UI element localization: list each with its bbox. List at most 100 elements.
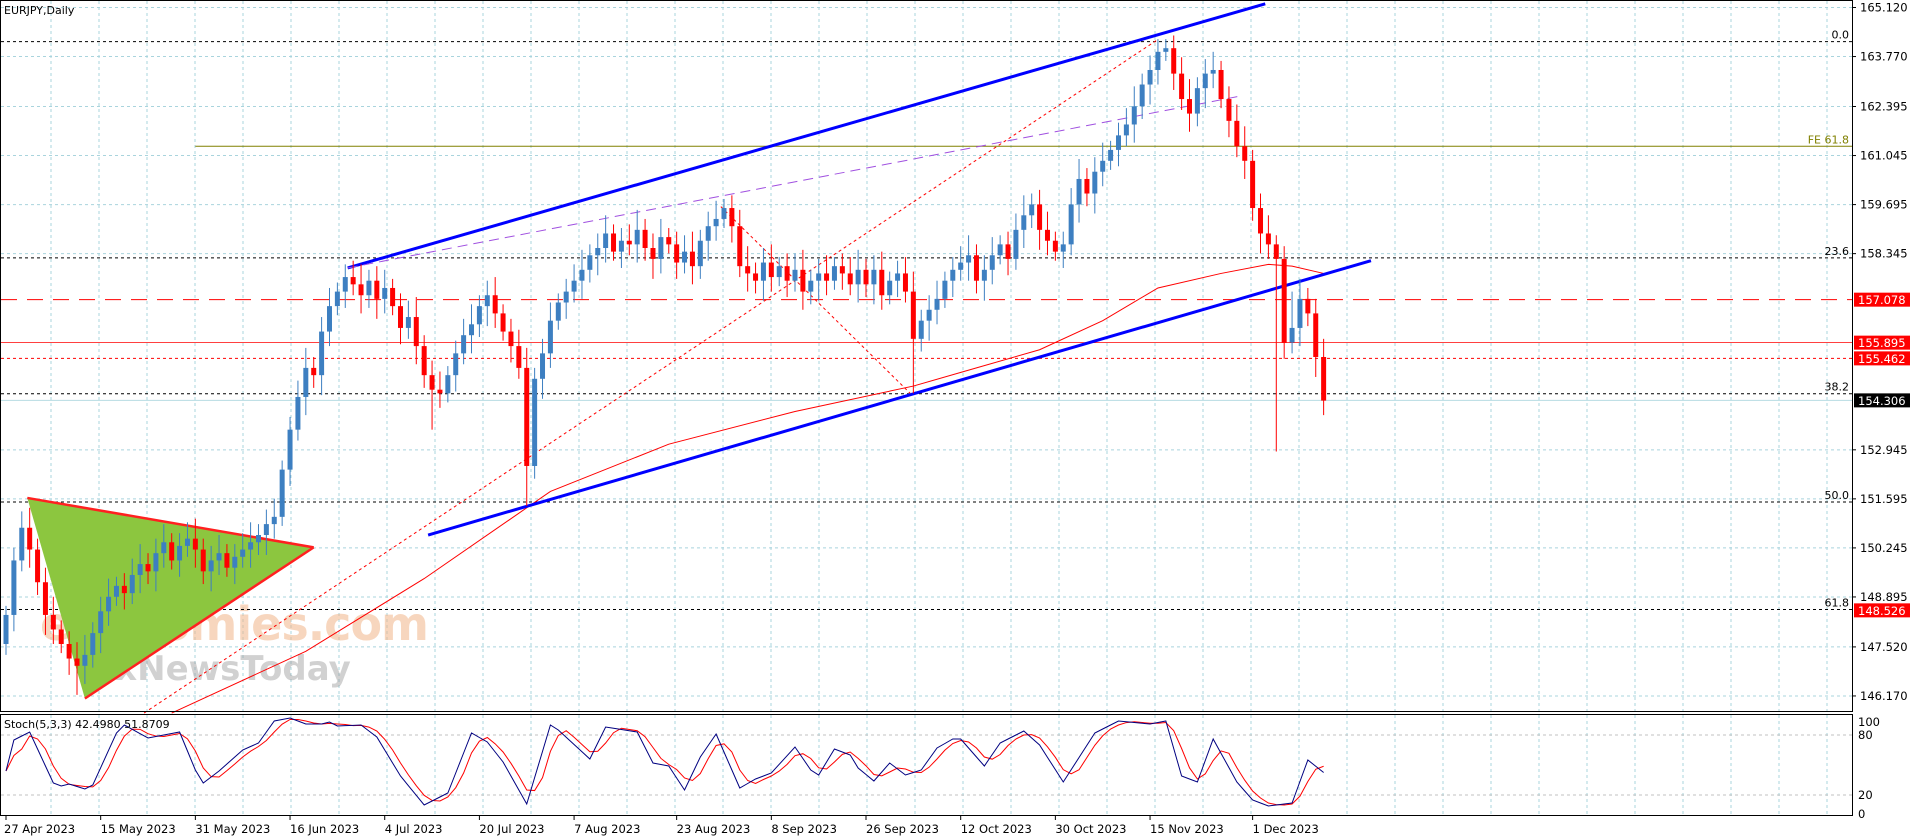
candle — [1115, 122, 1121, 167]
candle-body — [1289, 327, 1295, 343]
candle — [950, 257, 956, 298]
candle — [311, 356, 317, 388]
price-tag-label: 154.306 — [1858, 394, 1906, 408]
candle-body — [682, 251, 688, 263]
candle — [121, 573, 127, 610]
candle — [808, 269, 814, 305]
candle — [453, 340, 459, 392]
candle-body — [342, 277, 348, 292]
candle-body — [1179, 73, 1185, 100]
candle-body — [1037, 204, 1043, 230]
candle — [398, 293, 403, 345]
candle-body — [169, 542, 175, 561]
candle — [153, 538, 159, 592]
candle — [98, 596, 104, 654]
candle-body — [579, 269, 585, 281]
candle-body — [563, 291, 569, 303]
candle-body — [405, 317, 411, 328]
candle — [161, 524, 167, 568]
candle — [1297, 278, 1303, 347]
candle — [1076, 158, 1082, 223]
price-tag-label: 148.526 — [1858, 604, 1906, 618]
candle — [768, 244, 774, 292]
price-tag-label: 155.895 — [1858, 336, 1906, 350]
candle-body — [19, 527, 25, 561]
candle-body — [816, 273, 822, 281]
candle — [1273, 235, 1279, 452]
candle — [1194, 77, 1200, 127]
candle — [547, 302, 553, 368]
candle — [737, 209, 743, 278]
candle — [19, 511, 25, 572]
candle — [879, 251, 885, 310]
candle-body — [66, 644, 72, 659]
candle-body — [824, 273, 830, 281]
date-label: 16 Jun 2023 — [290, 822, 359, 836]
candle — [973, 244, 979, 294]
candle-body — [1194, 88, 1200, 114]
candle — [902, 257, 908, 303]
candle — [532, 367, 538, 479]
candle — [3, 605, 9, 655]
date-label: 20 Jul 2023 — [479, 822, 544, 836]
candle-body — [311, 367, 317, 376]
price-tag — [1854, 292, 1910, 307]
stoch-axis-label: 0 — [1858, 807, 1865, 821]
candle — [366, 269, 372, 308]
candle — [1100, 142, 1106, 187]
candle-body — [1313, 313, 1319, 357]
candle — [824, 255, 830, 296]
drawing-objects — [27, 2, 1372, 714]
candle — [469, 304, 475, 354]
candle-body — [1139, 84, 1145, 107]
candle — [319, 317, 325, 396]
candle-body — [50, 614, 56, 630]
stoch-axis-label: 100 — [1858, 715, 1880, 729]
candle-body — [1076, 178, 1082, 205]
candle — [910, 271, 916, 394]
candle-body — [650, 248, 656, 259]
candle-body — [966, 255, 972, 263]
candle — [1242, 126, 1248, 179]
candle — [981, 255, 987, 301]
candle-body — [847, 273, 853, 285]
stoch-title: Stoch(5,3,3) 42.4980 51.8709 — [4, 718, 170, 731]
candle-body — [1115, 135, 1121, 150]
candle — [248, 522, 254, 568]
candle — [642, 218, 648, 261]
candle-body — [674, 244, 680, 263]
stoch-axis-label: 20 — [1858, 788, 1873, 802]
date-label: 4 Jul 2023 — [385, 822, 443, 836]
candle-body — [1171, 48, 1177, 74]
candle — [1092, 157, 1098, 214]
candle-body — [240, 549, 246, 557]
candle — [374, 266, 380, 319]
candle-body — [279, 469, 285, 517]
candle — [1068, 188, 1074, 256]
candle — [405, 300, 411, 339]
candle — [421, 335, 427, 388]
candle — [942, 271, 948, 308]
candle-body — [461, 335, 467, 354]
fib-level-label: 38.2 — [1825, 381, 1850, 394]
candle — [658, 218, 664, 274]
candle — [492, 277, 498, 328]
candle — [571, 264, 577, 303]
candle — [705, 211, 711, 261]
candle-body — [421, 346, 427, 376]
candle-body — [784, 266, 790, 281]
candle-body — [918, 320, 924, 339]
fib-level-label: 0.0 — [1832, 29, 1850, 42]
candle — [989, 237, 995, 285]
stoch-main-line — [5, 717, 1324, 807]
candle-body — [74, 658, 80, 666]
candle — [1226, 86, 1232, 138]
candle — [106, 578, 112, 626]
candle — [1305, 287, 1311, 327]
candle-body — [374, 280, 380, 299]
candle-body — [713, 218, 719, 227]
candle-body — [1092, 171, 1098, 194]
candle-body — [1044, 229, 1050, 241]
